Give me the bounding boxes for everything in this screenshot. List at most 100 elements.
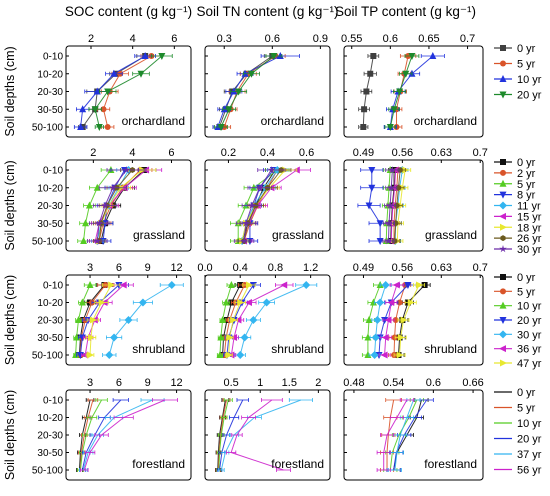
legend-marker <box>500 274 506 280</box>
series-20-yr <box>384 53 420 131</box>
data-point <box>369 298 377 306</box>
data-point <box>397 334 405 341</box>
legend-marker <box>499 301 507 309</box>
data-point <box>248 201 256 209</box>
data-point <box>240 237 248 245</box>
data-point <box>76 352 84 359</box>
legend-marker <box>499 317 507 324</box>
legend-marker <box>500 223 507 231</box>
data-point <box>87 351 95 359</box>
data-point <box>376 220 384 228</box>
land-use-label: grassland <box>272 228 324 242</box>
legend-label: 47 yr <box>517 358 542 370</box>
data-point <box>392 281 400 289</box>
data-point <box>100 106 107 113</box>
legend-label: 5 yr <box>517 403 536 415</box>
series-8-yr <box>357 167 392 245</box>
x-tick-label: 2 <box>88 33 94 45</box>
data-point <box>124 316 133 324</box>
legend-marker <box>499 179 507 187</box>
legend-label: 5 yr <box>517 179 536 191</box>
series-47-yr <box>393 281 426 359</box>
data-point <box>246 281 254 289</box>
data-point <box>429 52 437 59</box>
y-tick-label: 30-50 <box>37 219 63 230</box>
data-point <box>225 351 233 359</box>
x-tick-label: 4 <box>130 33 136 45</box>
land-use-label: orchardland <box>414 114 477 128</box>
legend-marker <box>500 359 507 367</box>
legend-marker <box>499 91 507 99</box>
panel-forestland-soc: 3 6 9 12 0-10 10-20 20-30 30-50 50-100 forestland <box>32 377 192 481</box>
data-point <box>384 237 393 245</box>
x-tick-label: 0.56 <box>392 262 413 274</box>
y-axis-label: Soil depths (cm) <box>3 390 17 480</box>
series-10-yr <box>216 281 237 358</box>
data-point <box>247 70 255 78</box>
data-point <box>396 351 404 359</box>
data-point <box>78 334 86 342</box>
series-56-yr <box>80 398 178 472</box>
data-point <box>385 219 393 227</box>
legend-marker <box>499 345 506 353</box>
data-point <box>109 183 117 191</box>
data-point <box>400 316 408 324</box>
y-axis-label: Soil depths (cm) <box>3 160 17 250</box>
data-point <box>105 351 114 359</box>
y-tick-label: 10-20 <box>37 413 63 424</box>
data-point <box>78 298 86 306</box>
data-point <box>367 70 374 77</box>
y-tick-label: 10-20 <box>37 69 63 80</box>
x-tick-label: 0.63 <box>431 147 452 159</box>
legend-marker <box>499 212 506 220</box>
legend-label: 30 yr <box>517 329 542 341</box>
y-tick-label: 10-20 <box>37 183 63 194</box>
legend-label: 26 yr <box>517 233 542 245</box>
series-20-yr <box>88 53 173 131</box>
x-tick-label: 0.7 <box>473 147 488 159</box>
y-tick-label: 30-50 <box>37 105 63 116</box>
legend-label: 20 yr <box>517 90 542 102</box>
data-point <box>368 184 376 192</box>
x-tick-label: 0.7 <box>460 33 475 45</box>
y-tick-label: 30-50 <box>37 448 63 459</box>
data-point <box>386 124 394 131</box>
data-point <box>91 106 99 114</box>
data-point <box>391 334 398 341</box>
data-point <box>388 166 397 174</box>
x-tick-label: 0.2 <box>221 147 236 159</box>
legend-label: 20 yr <box>517 434 542 446</box>
data-point <box>79 105 87 113</box>
legend-marker <box>499 191 507 199</box>
y-axis-label: Soil depths (cm) <box>3 275 17 365</box>
data-point <box>98 299 106 306</box>
series-30-yr <box>233 166 286 245</box>
land-use-label: shrubland <box>132 342 185 356</box>
land-use-label: shrubland <box>271 342 324 356</box>
panel-grassland-soc: 2 4 6 0-10 10-20 20-30 30-50 50-100 grassland <box>32 147 192 252</box>
y-tick-label: 50-100 <box>32 123 64 134</box>
series-30-yr <box>368 281 392 359</box>
x-tick-label: 0.48 <box>343 377 364 389</box>
land-use-label: forestland <box>271 457 324 471</box>
column-title: Soil TN content (g kg⁻¹) <box>197 4 339 19</box>
legend-label: 18 yr <box>517 222 542 234</box>
x-tick-label: 0.0 <box>197 262 212 274</box>
data-point <box>230 87 238 95</box>
legend-label: 0 yr <box>517 272 536 284</box>
x-tick-label: 0.5 <box>224 377 239 389</box>
panel-grassland-tn: 0.2 0.4 0.6 grassland <box>204 147 331 252</box>
panel-orchardland-tn: 0.3 0.6 0.9 orchardland <box>204 33 331 138</box>
data-point <box>365 202 373 210</box>
x-tick-label: 0.66 <box>462 377 483 389</box>
x-tick-label: 12 <box>170 262 182 274</box>
panel-shrubland-tn: 0.0 0.4 0.8 1.2 shrubland <box>197 262 331 366</box>
data-point <box>75 316 82 323</box>
land-use-label: orchardland <box>122 114 185 128</box>
data-point <box>82 219 90 227</box>
legend-label: 15 yr <box>517 211 542 223</box>
data-point <box>167 281 176 289</box>
data-point <box>376 298 385 307</box>
legend-marker <box>499 330 507 339</box>
